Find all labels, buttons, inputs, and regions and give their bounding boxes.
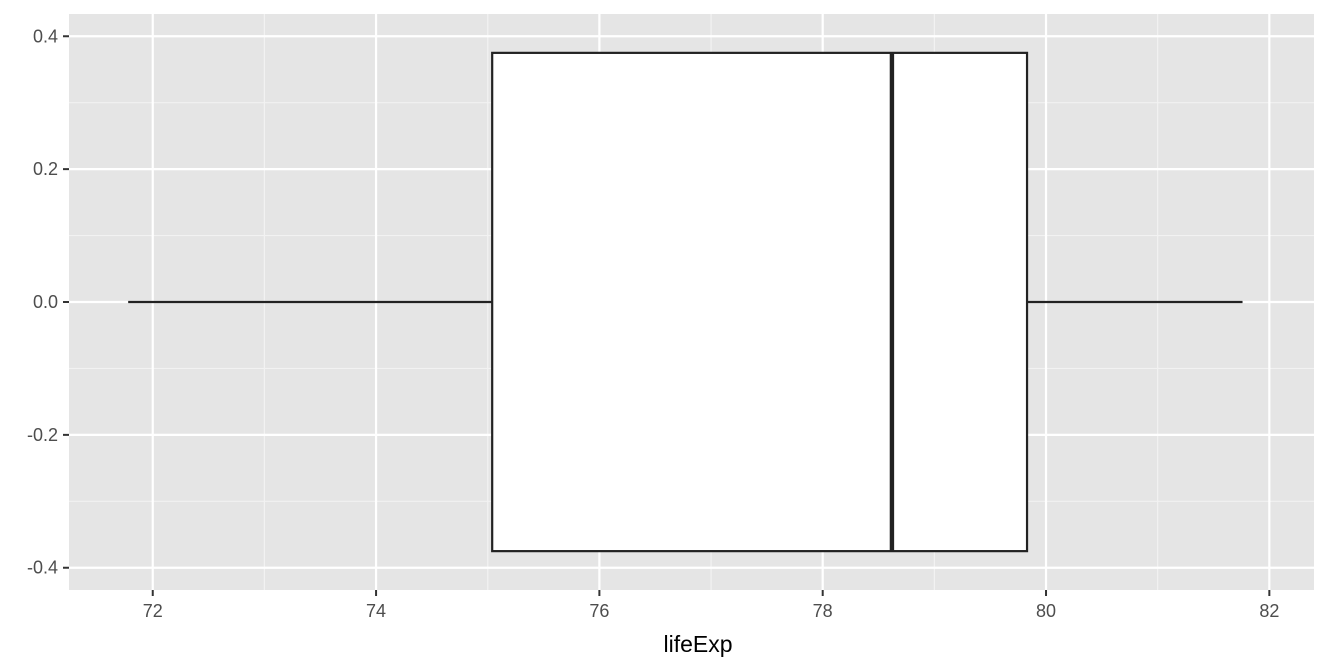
y-tick-label: 0.0	[33, 292, 58, 312]
y-tick-label: -0.4	[27, 558, 58, 578]
y-tick-label: -0.2	[27, 425, 58, 445]
x-tick-label: 80	[1036, 601, 1056, 621]
x-tick-label: 72	[143, 601, 163, 621]
x-axis: 72 74 76 78 80 82	[143, 590, 1279, 621]
y-tick-label: 0.4	[33, 26, 58, 46]
x-axis-title: lifeExp	[663, 631, 732, 657]
x-tick-label: 76	[589, 601, 609, 621]
x-tick-label: 74	[366, 601, 386, 621]
y-axis: 0.4 0.2 0.0 -0.2 -0.4	[27, 26, 69, 578]
x-tick-label: 78	[813, 601, 833, 621]
y-tick-label: 0.2	[33, 159, 58, 179]
boxplot-marks	[128, 51, 1243, 553]
x-tick-label: 82	[1259, 601, 1279, 621]
interquartile-box	[491, 51, 1029, 553]
